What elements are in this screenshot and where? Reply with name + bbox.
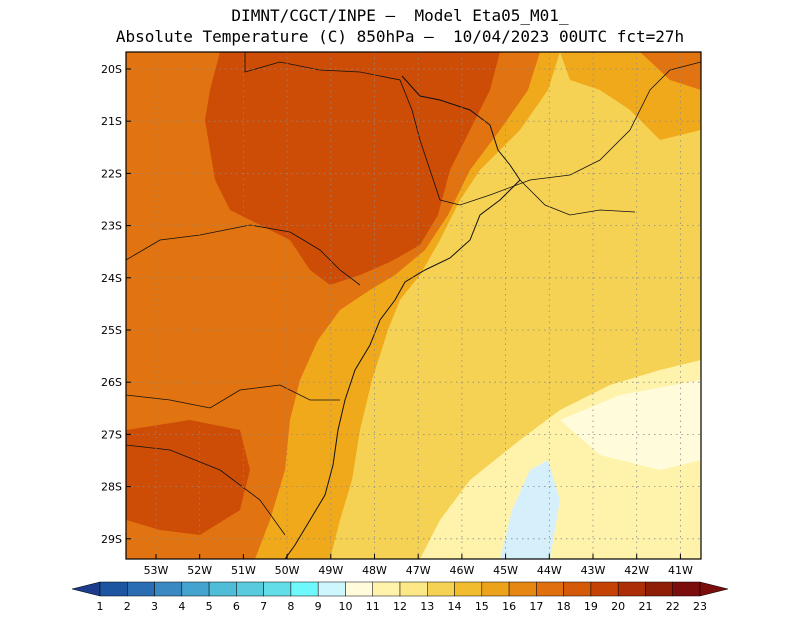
lat-label: 25S <box>101 324 122 337</box>
colorbar-swatch <box>263 581 292 597</box>
colorbar-label: 10 <box>338 600 352 613</box>
map-frame <box>125 51 702 560</box>
colorbar-label: 19 <box>584 600 598 613</box>
state-border-3 <box>126 444 286 536</box>
lat-label: 28S <box>101 481 122 494</box>
state-border-2 <box>126 384 340 409</box>
colorbar-swatch <box>617 581 646 597</box>
lon-label: 47W <box>406 564 431 577</box>
colorbar-label: 14 <box>448 600 462 613</box>
colorbar-label: 7 <box>260 600 267 613</box>
colorbar-swatch <box>99 581 128 597</box>
colorbar-swatch <box>290 581 319 597</box>
grid <box>126 52 701 559</box>
colorbar-arrow-left <box>71 581 101 597</box>
field-warm-ne2 <box>640 52 701 90</box>
lat-label: 26S <box>101 376 122 389</box>
colorbar-label: 17 <box>529 600 543 613</box>
lat-label: 20S <box>101 63 122 76</box>
colorbar-label: 11 <box>366 600 380 613</box>
colorbar-label: 12 <box>393 600 407 613</box>
field-coolest <box>500 460 560 559</box>
colorbar-label: 22 <box>666 600 680 613</box>
lon-label: 41W <box>668 564 693 577</box>
colorbar-swatch <box>399 581 428 597</box>
temperature-field <box>126 52 701 559</box>
colorbar-swatch <box>427 581 455 597</box>
title-line-2: Absolute Temperature (C) 850hPa – 10/04/… <box>115 27 685 46</box>
lat-label: 24S <box>101 272 122 285</box>
colorbar-swatch <box>590 581 619 597</box>
lon-label: 53W <box>144 564 169 577</box>
colorbar-label: 16 <box>502 600 516 613</box>
lat-axis: 20S 21S 22S 23S 24S 25S 26S 27S 28S 29S <box>101 63 131 546</box>
colorbar-swatch <box>208 581 237 597</box>
lon-label: 52W <box>187 564 212 577</box>
colorbar-label: 1 <box>97 600 104 613</box>
lon-label: 46W <box>449 564 474 577</box>
lat-label: 21S <box>101 115 122 128</box>
colorbar-swatch <box>345 581 373 597</box>
colorbar-swatch <box>154 581 183 597</box>
colorbar-swatch <box>536 581 564 597</box>
colorbar-label: 6 <box>233 600 240 613</box>
colorbar-swatch <box>372 581 401 597</box>
colorbar-swatch <box>672 581 701 597</box>
colorbar-label: 20 <box>611 600 625 613</box>
lon-label: 50W <box>275 564 300 577</box>
colorbar-label: 4 <box>178 600 185 613</box>
state-border-1 <box>126 224 361 286</box>
lon-label: 45W <box>493 564 518 577</box>
colorbar-swatch <box>645 581 673 597</box>
field-coolest-band <box>560 380 701 470</box>
lat-label: 29S <box>101 533 122 546</box>
colorbar-label: 9 <box>315 600 322 613</box>
lon-label: 51W <box>231 564 256 577</box>
colorbar-label: 5 <box>206 600 213 613</box>
state-border-4 <box>244 52 701 206</box>
colorbar-label: 8 <box>287 600 294 613</box>
lat-label: 22S <box>101 167 122 180</box>
colorbar-label: 18 <box>557 600 571 613</box>
lon-label: 49W <box>318 564 343 577</box>
colorbar-swatch <box>236 581 264 597</box>
colorbar-swatch <box>563 581 592 597</box>
colorbar-arrow-right <box>699 581 729 597</box>
colorbar-label: 21 <box>638 600 652 613</box>
lon-axis: 53W 52W 51W 50W 49W 48W 47W 46W 45W 44W 43W 42W 41W <box>144 554 693 577</box>
field-warm-nw <box>126 52 200 260</box>
colorbar-swatch <box>317 581 346 597</box>
colorbar-label: 3 <box>151 600 158 613</box>
field-warm-interior <box>205 52 500 285</box>
colorbar-label: 13 <box>420 600 434 613</box>
lon-label: 44W <box>537 564 562 577</box>
lat-label: 27S <box>101 428 122 441</box>
colorbar-swatch <box>127 581 155 597</box>
colorbar-swatch <box>508 581 537 597</box>
coastline <box>284 75 521 559</box>
colorbar-label: 15 <box>475 600 489 613</box>
colorbar-label: 2 <box>124 600 131 613</box>
coastline-rio <box>519 179 636 216</box>
colorbar-swatch <box>454 581 483 597</box>
lon-label: 43W <box>581 564 606 577</box>
lon-label: 48W <box>362 564 387 577</box>
colorbar-swatch <box>481 581 510 597</box>
title-line-1: DIMNT/CGCT/INPE – Model Eta05_M01_ <box>231 6 569 25</box>
lon-label: 42W <box>624 564 649 577</box>
colorbar-swatch <box>181 581 210 597</box>
colorbar: 1 2 3 4 5 6 7 8 9 10 11 12 13 14 15 16 17 18 19 20 21 22 23 <box>71 581 729 613</box>
lat-label: 23S <box>101 220 122 233</box>
colorbar-label: 23 <box>693 600 707 613</box>
